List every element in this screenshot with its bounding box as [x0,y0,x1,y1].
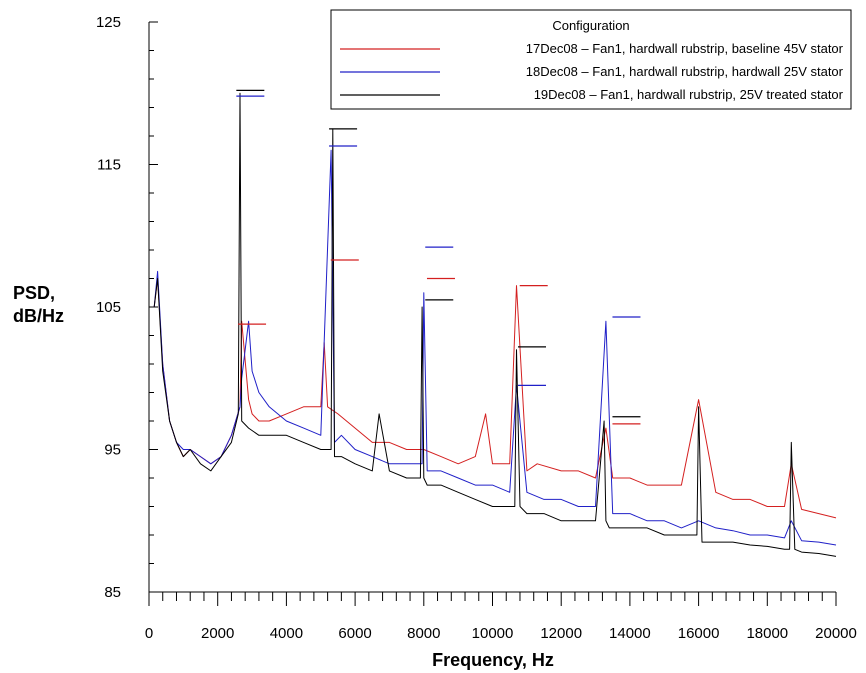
legend-label-1: 18Dec08 – Fan1, hardwall rubstrip, hardw… [526,64,844,79]
x-tick-label: 20000 [815,625,857,642]
axes: 85 95 105 115 125 0 2000 4000 6000 8000 10000 12000… [96,14,857,642]
x-tick-label: 0 [145,625,153,642]
y-tick-label: 125 [96,14,121,31]
y-tick-label: 85 [104,584,121,601]
x-tick-label: 10000 [472,625,514,642]
y-tick-label: 115 [97,157,121,174]
x-tick-label: 12000 [540,625,582,642]
series-layer [153,92,837,557]
legend-title: Configuration [552,18,629,33]
series-line-2 [153,92,837,557]
y-axis-title-line2: dB/Hz [13,306,64,326]
legend-label-0: 17Dec08 – Fan1, hardwall rubstrip, basel… [526,41,844,56]
x-tick-label: 8000 [407,625,440,642]
legend-label-2: 19Dec08 – Fan1, hardwall rubstrip, 25V t… [534,87,844,102]
x-tick-label: 14000 [609,625,651,642]
tone-markers [236,89,641,425]
x-tick-label: 2000 [201,625,234,642]
series-line-1 [153,149,837,546]
x-tick-label: 4000 [270,625,303,642]
x-tick-label: 18000 [746,625,788,642]
y-tick-label: 105 [96,299,121,316]
y-axis-title: PSD, dB/Hz [13,283,64,326]
x-axis-title: Frequency, Hz [432,650,554,670]
y-axis-title-line1: PSD, [13,283,55,303]
x-tick-label: 6000 [338,625,371,642]
x-tick-label: 16000 [678,625,720,642]
y-tick-label: 95 [104,442,121,459]
legend: Configuration 17Dec08 – Fan1, hardwall r… [330,9,852,110]
legend-box [330,9,852,110]
